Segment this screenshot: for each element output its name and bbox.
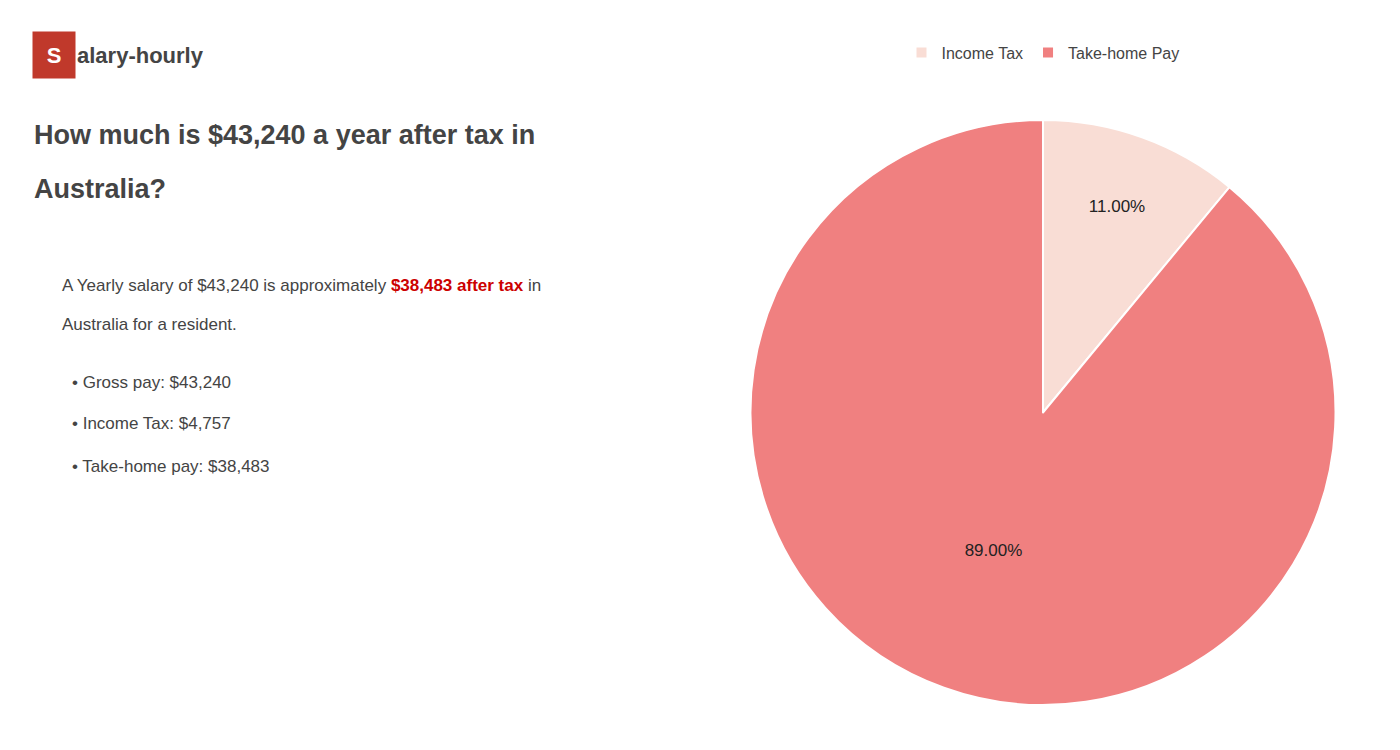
- svg-text:• Take-home pay: $38,483: • Take-home pay: $38,483: [72, 457, 270, 476]
- svg-text:Income Tax: Income Tax: [942, 45, 1024, 62]
- svg-text:alary-hourly: alary-hourly: [77, 43, 204, 68]
- svg-text:Australia for a resident.: Australia for a resident.: [62, 315, 237, 334]
- svg-text:• Income Tax: $4,757: • Income Tax: $4,757: [72, 414, 231, 433]
- svg-text:89.00%: 89.00%: [965, 541, 1023, 560]
- svg-text:11.00%: 11.00%: [1089, 197, 1145, 216]
- svg-text:Take-home Pay: Take-home Pay: [1068, 45, 1179, 62]
- svg-text:How much is $43,240 a year aft: How much is $43,240 a year after tax in: [34, 120, 535, 150]
- svg-text:• Gross pay: $43,240: • Gross pay: $43,240: [72, 373, 231, 392]
- svg-text:A Yearly salary of $43,240 is: A Yearly salary of $43,240 is approximat…: [62, 276, 541, 295]
- svg-text:Australia?: Australia?: [34, 174, 166, 204]
- svg-text:S: S: [47, 43, 62, 68]
